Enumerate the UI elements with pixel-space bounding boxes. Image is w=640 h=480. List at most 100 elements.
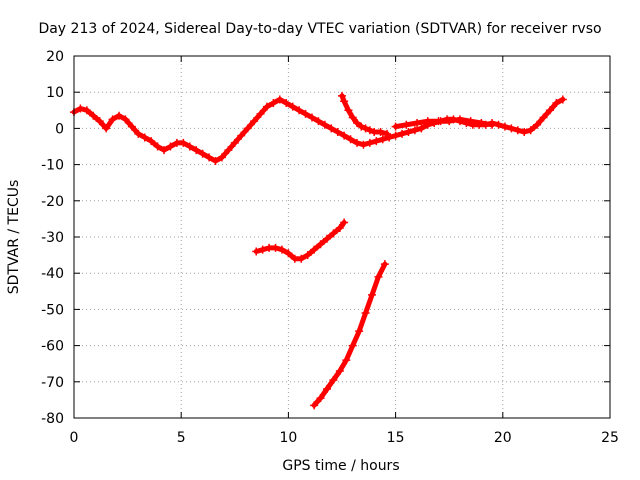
data-point xyxy=(329,229,338,238)
data-point xyxy=(376,128,385,137)
data-point xyxy=(353,138,362,147)
data-point xyxy=(526,126,535,135)
x-tick-label: 10 xyxy=(279,430,297,446)
data-point xyxy=(288,102,297,111)
data-point xyxy=(134,129,143,138)
data-point xyxy=(466,117,475,126)
data-point xyxy=(434,117,443,126)
data-point xyxy=(256,109,265,118)
y-tick-label: -80 xyxy=(41,411,64,427)
data-point xyxy=(282,99,291,108)
data-point xyxy=(348,341,357,350)
data-point xyxy=(185,142,194,151)
data-point xyxy=(327,124,336,133)
data-point xyxy=(353,118,362,127)
data-point xyxy=(359,140,368,149)
data-point xyxy=(539,113,548,122)
data-point xyxy=(277,245,286,254)
data-point xyxy=(552,99,561,108)
data-point xyxy=(252,247,261,256)
data-point xyxy=(335,223,344,232)
data-point xyxy=(95,117,104,126)
data-point xyxy=(348,113,357,122)
data-point xyxy=(310,401,319,410)
data-point xyxy=(301,109,310,118)
data-point xyxy=(179,138,188,147)
data-point xyxy=(108,115,117,124)
x-tick-label: 5 xyxy=(177,430,186,446)
data-point xyxy=(237,131,246,140)
data-point xyxy=(500,122,509,131)
y-tick-label: -70 xyxy=(41,375,64,391)
y-tick-label: -30 xyxy=(41,230,64,246)
data-point xyxy=(198,149,207,158)
data-point xyxy=(357,122,366,131)
data-point xyxy=(365,138,374,147)
data-point xyxy=(329,375,338,384)
data-point xyxy=(102,124,111,133)
data-point xyxy=(269,99,278,108)
data-point xyxy=(374,272,383,281)
data-point xyxy=(488,120,497,129)
data-point xyxy=(303,251,312,260)
data-point xyxy=(455,115,464,124)
data-point xyxy=(76,104,85,113)
data-point xyxy=(295,106,304,115)
data-point xyxy=(192,146,201,155)
y-tick-label: -20 xyxy=(41,194,64,210)
data-point xyxy=(230,138,239,147)
data-point xyxy=(372,137,381,146)
data-point xyxy=(205,153,214,162)
data-point xyxy=(333,128,342,137)
y-tick-label: -60 xyxy=(41,339,64,355)
data-point xyxy=(316,240,325,249)
data-point xyxy=(335,366,344,375)
data-point xyxy=(320,120,329,129)
data-point xyxy=(391,131,400,140)
data-point xyxy=(402,120,411,129)
data-point xyxy=(410,126,419,135)
data-point xyxy=(338,91,346,100)
data-point xyxy=(127,122,136,131)
grid xyxy=(73,55,611,419)
data-point xyxy=(413,118,422,127)
data-point xyxy=(533,120,542,129)
data-point xyxy=(398,129,407,138)
data-point xyxy=(250,117,259,126)
data-point xyxy=(322,234,331,243)
series-steep-line xyxy=(310,260,389,410)
data-point xyxy=(404,128,413,137)
data-point xyxy=(342,356,351,365)
data-point xyxy=(271,243,280,252)
series-lower-arc xyxy=(252,218,349,263)
data-point xyxy=(115,111,124,120)
series-trace xyxy=(393,116,495,130)
data-point xyxy=(380,260,389,269)
y-tick-label: -40 xyxy=(41,266,64,282)
data-point xyxy=(258,245,267,254)
y-axis-label: SDTVAR / TECUs xyxy=(6,180,22,295)
y-tick-label: -10 xyxy=(41,158,64,174)
x-tick-label: 15 xyxy=(387,430,405,446)
data-point xyxy=(307,113,316,122)
data-point xyxy=(340,97,349,106)
data-point xyxy=(121,115,130,124)
data-point xyxy=(507,124,516,133)
data-point xyxy=(314,117,323,126)
y-tick-label: -50 xyxy=(41,302,64,318)
data-point xyxy=(477,118,486,127)
data-point xyxy=(558,95,567,104)
data-point xyxy=(275,95,284,104)
data-point xyxy=(340,218,349,227)
data-point xyxy=(344,106,353,115)
data-point xyxy=(520,128,529,137)
y-tick-label: 20 xyxy=(46,49,64,65)
tick-labels: 0 5 10 15 20 25 -80 -70 -60 -50 -40 -30 -20 -10 0 10 20 xyxy=(41,49,619,446)
data-point xyxy=(82,106,91,115)
data-point xyxy=(346,135,355,144)
x-tick-label: 25 xyxy=(601,430,619,446)
x-axis-label: GPS time / hours xyxy=(282,458,399,474)
data-point xyxy=(423,117,432,126)
x-tick-label: 0 xyxy=(70,430,79,446)
